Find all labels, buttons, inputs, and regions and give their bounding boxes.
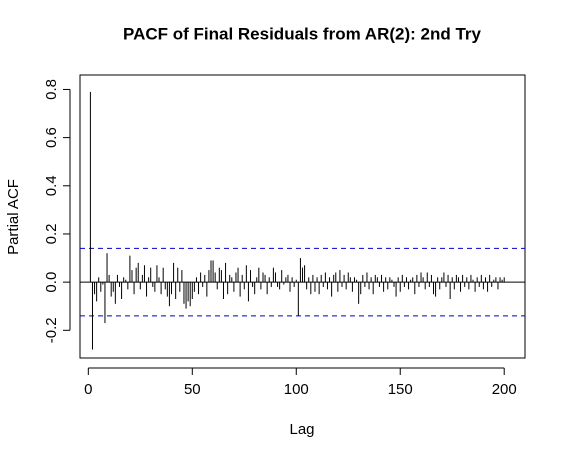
x-tick-label: 200: [492, 381, 517, 398]
chart-title: PACF of Final Residuals from AR(2): 2nd …: [123, 24, 482, 43]
plot-box: [79, 74, 526, 359]
x-tick-label: 150: [388, 381, 413, 398]
y-axis-label: Partial ACF: [5, 179, 22, 255]
x-tick-label: 50: [184, 381, 201, 398]
y-tick-label: 0.0: [43, 272, 60, 293]
y-tick-label: 0.8: [43, 79, 60, 100]
y-tick-label: -0.2: [43, 317, 60, 343]
y-tick-label: 0.6: [43, 127, 60, 148]
x-tick-label: 0: [84, 381, 92, 398]
x-axis-label: Lag: [289, 421, 314, 438]
x-tick-label: 100: [284, 381, 309, 398]
y-tick-label: 0.2: [43, 224, 60, 245]
y-tick-label: 0.4: [43, 175, 60, 196]
